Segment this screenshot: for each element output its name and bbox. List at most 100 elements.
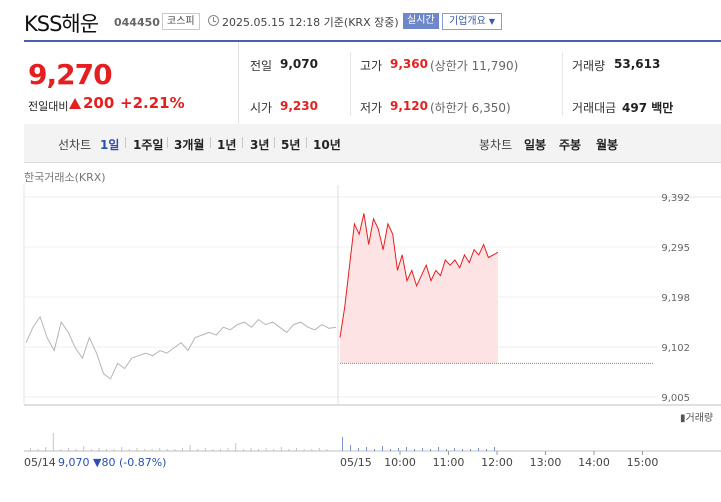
volume-bar — [303, 449, 305, 451]
volume-bar — [350, 445, 351, 451]
volume-bar — [422, 448, 423, 451]
open-value: 9,230 — [280, 99, 318, 113]
clock-icon — [208, 15, 219, 26]
open-label: 시가 — [250, 101, 273, 115]
y-tick-label: 9,392 — [661, 193, 690, 204]
x-tick-label: 15:00 — [627, 456, 659, 469]
prev-day-date: 05/14 — [24, 456, 56, 469]
volume-bar — [454, 448, 455, 451]
separator — [274, 137, 275, 148]
realtime-button[interactable]: 실시간 — [403, 13, 439, 29]
volume-bar — [414, 449, 415, 451]
y-axis: 9,392 9,295 9,198 9,102 9,005 — [661, 193, 690, 404]
volume-bar — [478, 448, 479, 451]
high-label: 고가 — [360, 59, 383, 73]
volume-label: 거래량 — [572, 59, 606, 73]
low-label: 저가 — [360, 101, 383, 115]
volume-bar — [144, 449, 145, 451]
period-10y[interactable]: 10년 — [313, 138, 341, 152]
volume-bar — [382, 446, 383, 451]
prev-close-value: 9,070 — [280, 57, 318, 71]
price-chart[interactable]: 9,392 9,295 9,198 9,102 9,005 ▮거래량 05/14 9,07… — [0, 185, 721, 502]
current-price: 9,270 — [28, 58, 113, 91]
divider — [350, 52, 351, 116]
high-value: 9,360 — [390, 57, 428, 71]
volume-bar — [220, 449, 221, 451]
y-tick-label: 9,295 — [661, 243, 690, 254]
volume-bar — [273, 449, 275, 451]
trade-amount-label: 거래대금 — [572, 101, 617, 115]
volume-bar — [462, 449, 463, 451]
price-change: 200 — [83, 94, 115, 112]
volume-bar — [212, 449, 214, 451]
volume-bar — [374, 449, 375, 451]
volume-bar — [470, 449, 471, 451]
volume-bar — [486, 449, 487, 451]
volume-bar — [296, 448, 297, 451]
x-tick-label: 10:00 — [384, 456, 416, 469]
volume-bar — [68, 448, 69, 451]
chart-lines — [25, 213, 654, 380]
volume-bar — [189, 445, 191, 451]
volume-bar — [311, 449, 313, 451]
x-axis: 05/14 9,070 ▼80 (-0.87%) 05/15 10:00 11:00 12… — [24, 451, 658, 469]
volume-bar — [318, 448, 320, 451]
volume-bar — [113, 449, 115, 451]
volume-bar — [90, 449, 92, 451]
volume-bar — [242, 449, 244, 451]
period-3y[interactable]: 3년 — [250, 138, 270, 152]
separator — [242, 137, 243, 148]
volume-bar — [83, 446, 85, 451]
volume-bar — [151, 449, 153, 451]
price-summary: 9,270 전일대비 200 +2.21% 전일 9,070 고가 9,360 … — [24, 40, 721, 126]
volume-bar — [98, 448, 100, 451]
today-date: 05/15 — [340, 456, 372, 469]
volume-bar — [52, 433, 54, 451]
chart-area — [340, 213, 498, 364]
volume-bar — [326, 449, 328, 451]
volume-bar — [398, 448, 399, 451]
candle-daily[interactable]: 일봉 — [524, 138, 547, 152]
volume-bar — [250, 448, 252, 451]
price-change-percent: +2.21% — [120, 94, 185, 112]
trade-amount-value: 497 백만 — [622, 101, 674, 115]
x-tick-label: 13:00 — [530, 456, 562, 469]
volume-bar — [235, 443, 237, 451]
volume-bar — [136, 448, 138, 451]
volume-bar — [390, 449, 391, 451]
volume-bar — [406, 447, 407, 451]
market-badge: 코스피 — [162, 13, 200, 30]
y-tick-label: 9,198 — [661, 293, 690, 304]
period-3m[interactable]: 3개월 — [174, 138, 205, 152]
company-overview-button[interactable]: 기업개요 ▼ — [442, 13, 502, 30]
volume-bar — [358, 448, 359, 451]
volume-bar — [37, 449, 39, 451]
volume-bar — [204, 448, 206, 451]
period-1d[interactable]: 1일 — [100, 138, 120, 152]
line-chart-label: 선차트 — [58, 138, 92, 152]
change-label: 전일대비 — [28, 100, 69, 113]
volume-bar — [265, 448, 267, 451]
period-1y[interactable]: 1년 — [217, 138, 237, 152]
volume-bar — [121, 447, 123, 451]
volume-bar — [75, 449, 77, 451]
candle-monthly[interactable]: 월봉 — [596, 138, 619, 152]
volume-bar — [366, 447, 367, 451]
separator — [167, 137, 168, 148]
period-1w[interactable]: 1주일 — [133, 138, 164, 152]
volume-bar — [494, 447, 495, 451]
company-name[interactable]: KSS해운 — [24, 12, 99, 36]
period-5y[interactable]: 5년 — [281, 138, 301, 152]
volume-bar — [45, 447, 47, 451]
volume-bar — [174, 449, 176, 451]
volume-bar — [342, 437, 343, 451]
separator — [210, 137, 211, 148]
stock-code: 044450 — [114, 16, 160, 29]
volume-bar — [159, 448, 161, 451]
up-triangle-icon — [69, 98, 81, 109]
low-value: 9,120 — [390, 99, 428, 113]
company-overview-label: 기업개요 — [449, 16, 486, 27]
volume-bar — [30, 448, 31, 451]
candle-weekly[interactable]: 주봉 — [559, 138, 582, 152]
volume-bar — [446, 449, 447, 451]
